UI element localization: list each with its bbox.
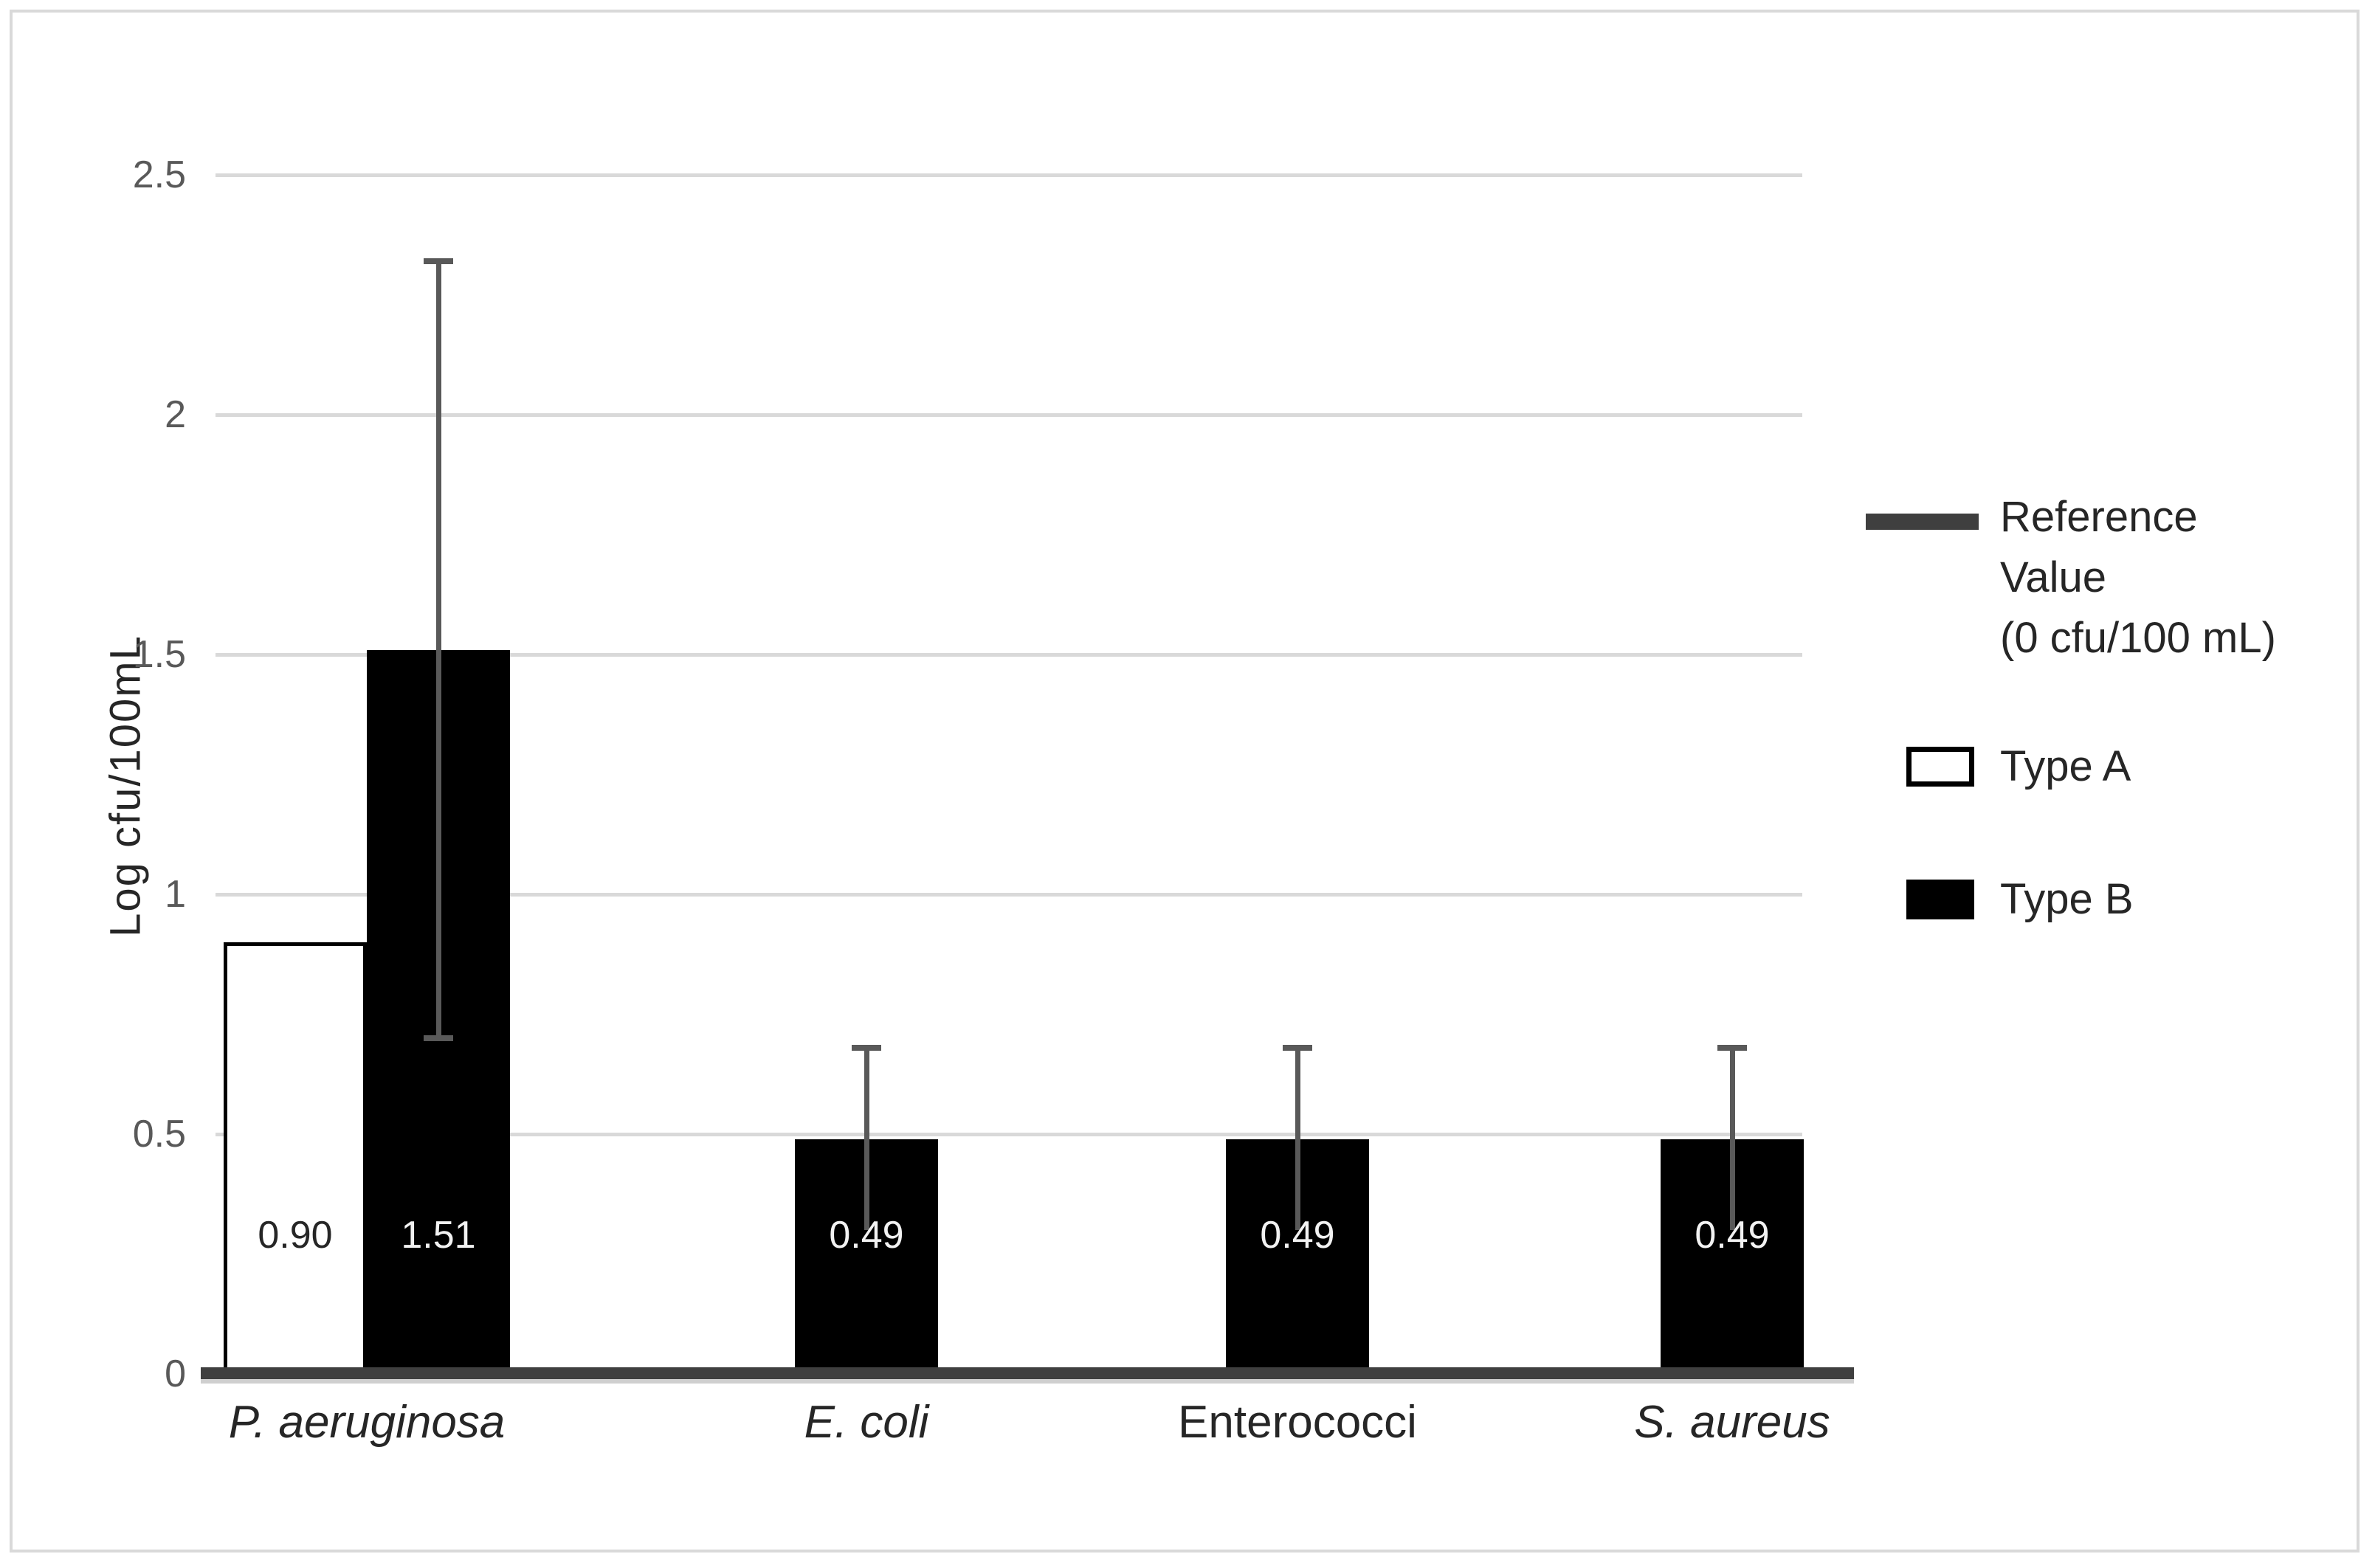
error-bar-line-1 (864, 1048, 869, 1230)
y-tick-label-2: 2 (165, 393, 186, 436)
error-bar-cap-top-3 (1717, 1045, 1747, 1051)
error-bar-cap-top-2 (1283, 1045, 1312, 1051)
error-bar-cap-top-0 (424, 258, 453, 264)
x-category-label-p-aeruginosa: P. aeruginosa (228, 1397, 506, 1448)
error-bar-line-3 (1729, 1048, 1735, 1230)
bar-type-a-0 (224, 942, 367, 1379)
gridline-1 (216, 893, 1802, 897)
x-category-label-e-coli: E. coli (804, 1397, 929, 1448)
y-tick-label-2.5: 2.5 (132, 153, 186, 196)
x-category-label-enterococci: Enterococci (1178, 1397, 1417, 1448)
y-tick-label-0.5: 0.5 (132, 1113, 186, 1156)
y-tick-label-1: 1 (165, 873, 186, 916)
x-axis-reference-line (201, 1367, 1854, 1379)
value-label-2-type-b: 0.49 (1260, 1214, 1335, 1257)
gridline-2 (216, 413, 1802, 417)
y-tick-label-1.5: 1.5 (132, 633, 186, 676)
value-label-0-type-a: 0.90 (258, 1214, 333, 1257)
x-category-label-s-aureus: S. aureus (1634, 1397, 1830, 1448)
gridline-1.5 (216, 653, 1802, 657)
error-bar-line-0 (435, 261, 441, 1038)
value-label-1-type-b: 0.49 (829, 1214, 904, 1257)
value-label-0-type-b: 1.51 (401, 1214, 476, 1257)
x-axis-line-shadow (201, 1379, 1854, 1384)
error-bar-cap-top-1 (852, 1045, 881, 1051)
y-tick-label-0: 0 (165, 1353, 186, 1395)
gridline-2.5 (216, 173, 1802, 177)
value-label-3-type-b: 0.49 (1695, 1214, 1770, 1257)
error-bar-cap-bottom-0 (424, 1035, 453, 1041)
gridline-0.5 (216, 1133, 1802, 1136)
error-bar-line-2 (1295, 1048, 1300, 1230)
chart-outer-border (10, 10, 2360, 1553)
